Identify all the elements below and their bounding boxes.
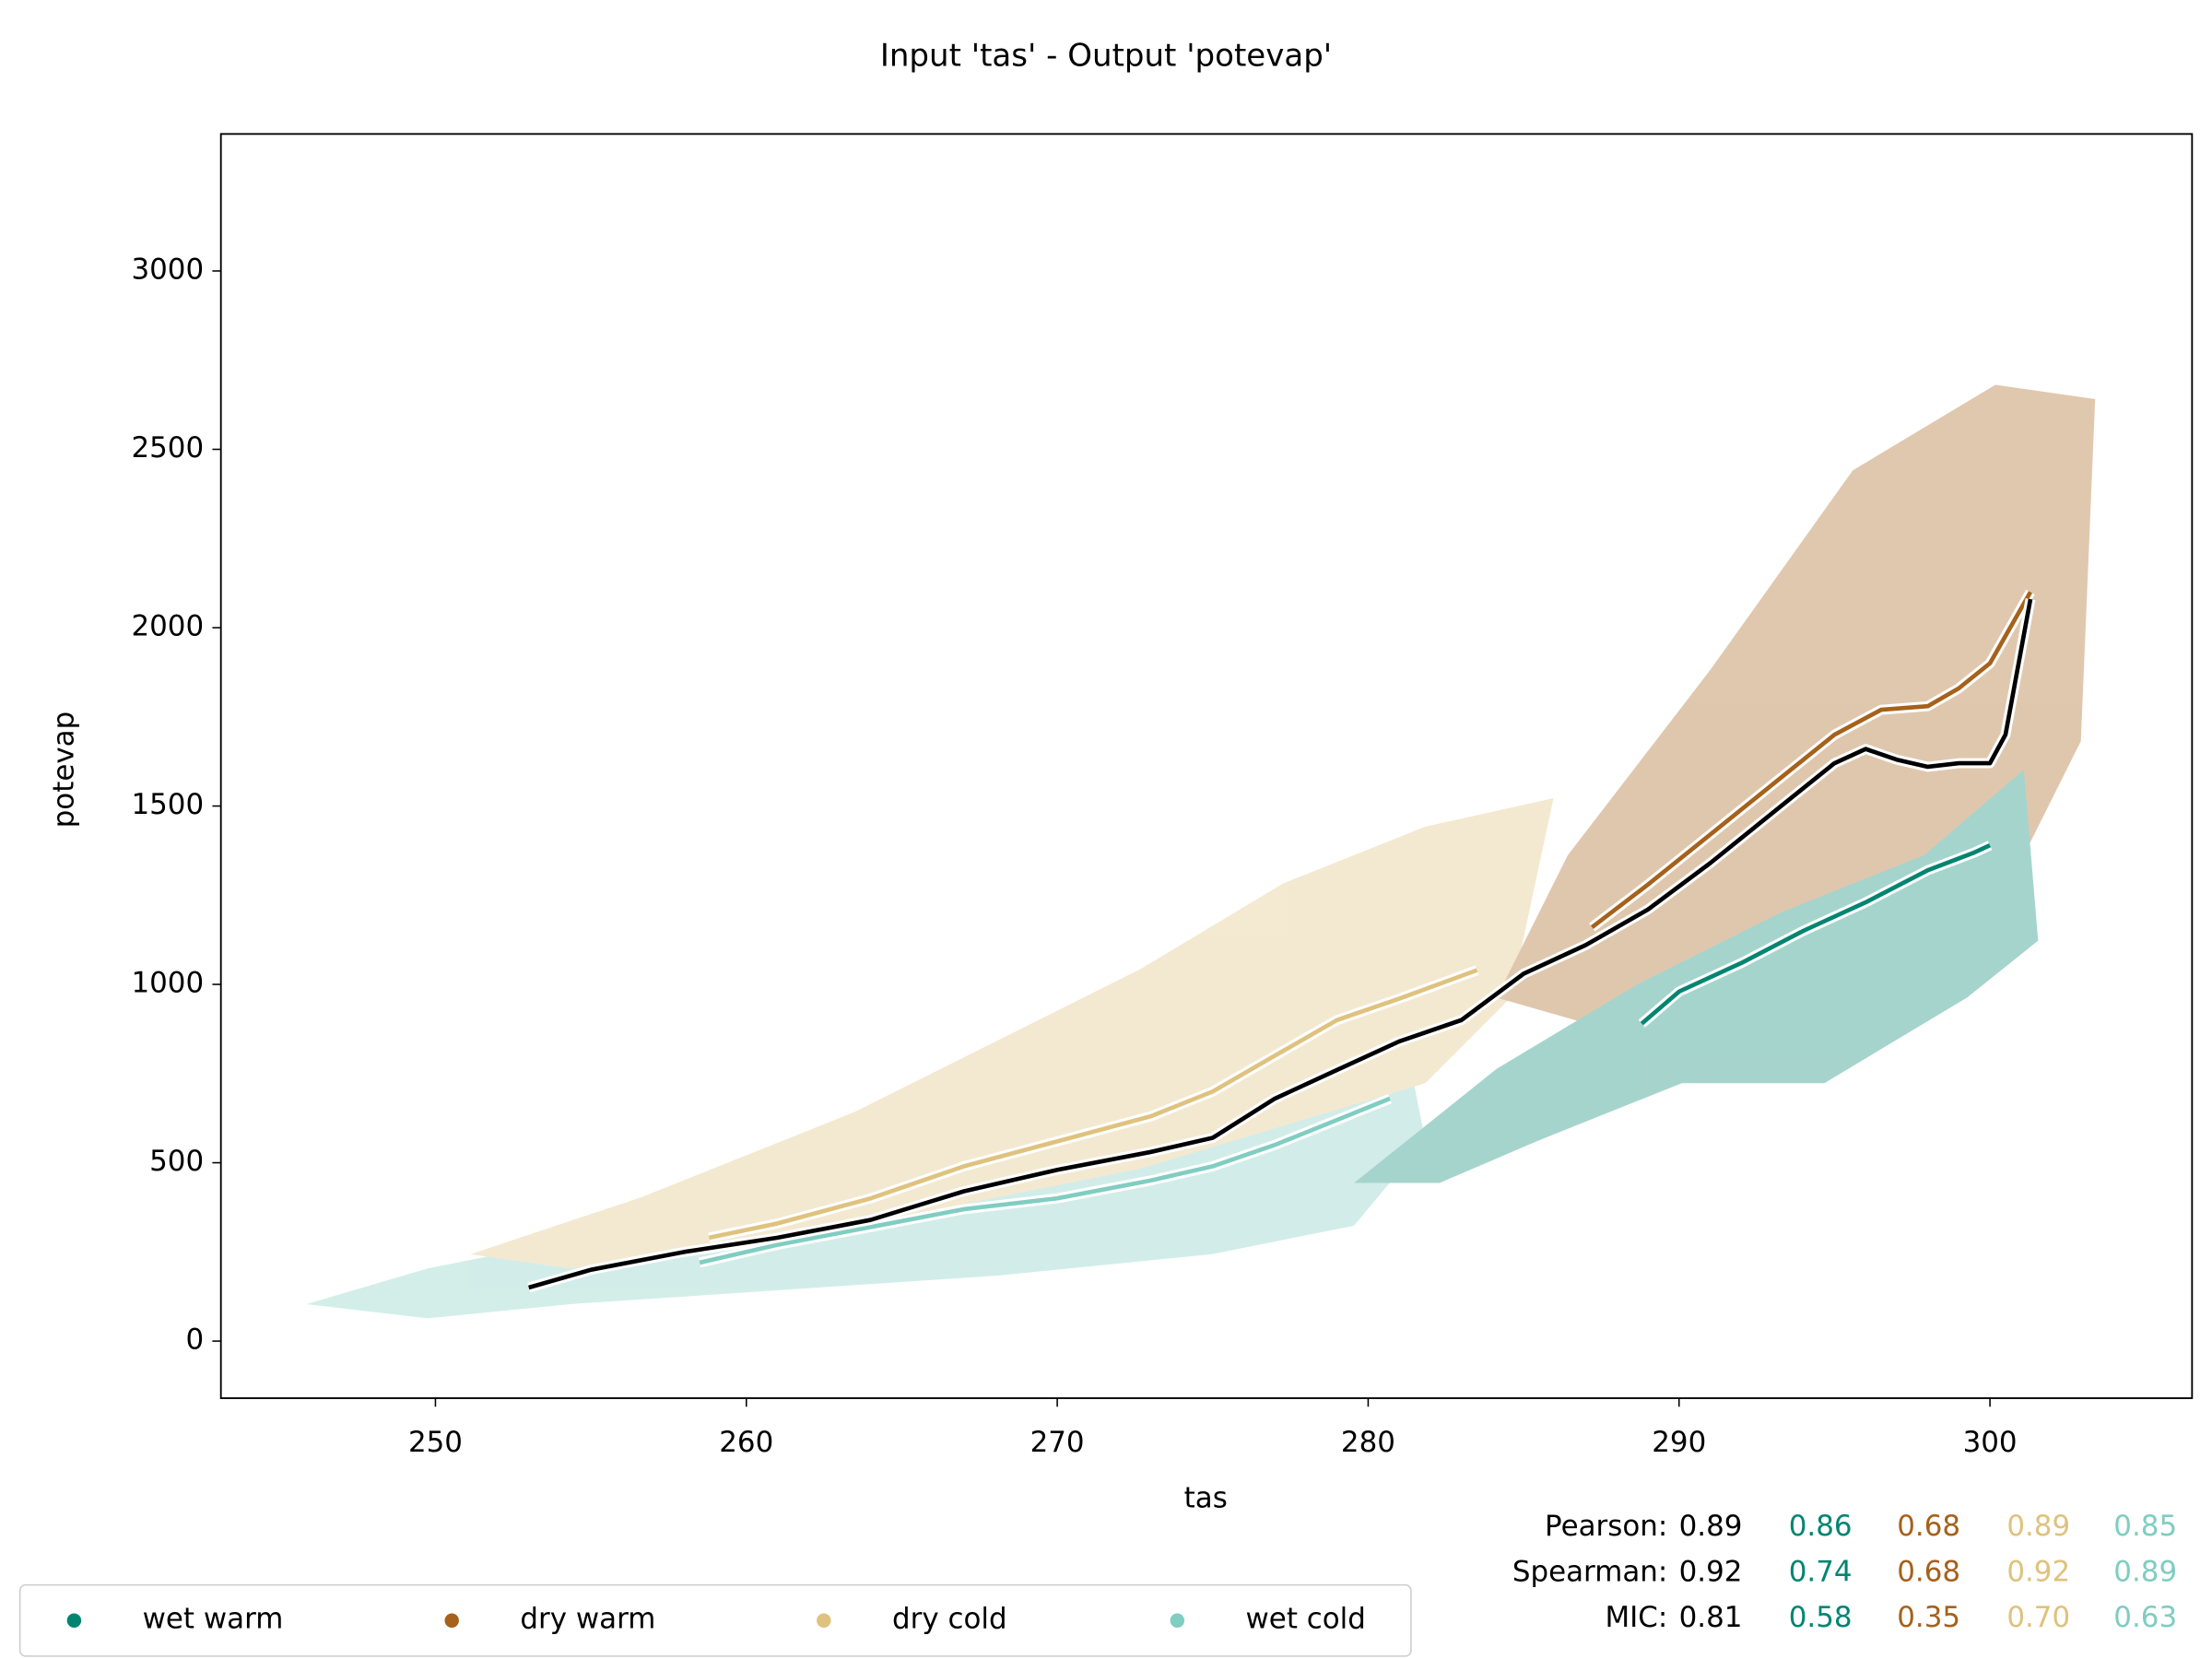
x-tick-label: 290: [1652, 1426, 1706, 1459]
legend-label: wet cold: [1246, 1603, 1366, 1636]
stat-value: 0.92: [1679, 1556, 1743, 1589]
stat-value: 0.74: [1789, 1556, 1853, 1589]
stat-value: 0.81: [1679, 1601, 1743, 1634]
legend-label: dry warm: [520, 1603, 655, 1636]
stat-label: Pearson:: [1545, 1510, 1667, 1543]
y-tick-label: 0: [185, 1324, 204, 1357]
x-tick-label: 280: [1341, 1426, 1395, 1459]
stat-label: MIC:: [1605, 1601, 1667, 1634]
x-axis-label: tas: [1184, 1481, 1228, 1514]
cloud: [1354, 770, 2039, 1183]
line: [699, 1096, 1391, 1265]
cloud: [470, 797, 1554, 1269]
legend-marker: [817, 1613, 831, 1628]
y-tick-label: 1000: [131, 967, 204, 1000]
chart-title: Input 'tas' - Output 'potevap': [880, 37, 1332, 74]
y-axis-label: potevap: [48, 712, 81, 829]
legend-marker: [444, 1613, 459, 1628]
legend-label: wet warm: [143, 1603, 284, 1636]
x-tick-label: 300: [1963, 1426, 2018, 1459]
stat-value: 0.63: [2113, 1601, 2177, 1634]
line: [1640, 843, 1992, 1026]
stat-value: 0.89: [2113, 1556, 2177, 1589]
cloud: [306, 997, 1426, 1319]
stat-label: Spearman:: [1512, 1556, 1667, 1589]
stat-value: 0.85: [2113, 1510, 2177, 1543]
x-tick-label: 250: [408, 1426, 463, 1459]
y-tick-label: 500: [149, 1145, 204, 1178]
legend-marker: [66, 1613, 82, 1628]
stat-value: 0.68: [1897, 1556, 1960, 1589]
plot-frame: [219, 133, 2194, 1399]
legend-marker: [1170, 1613, 1185, 1628]
y-tick-label: 1500: [131, 788, 204, 821]
line: [528, 598, 2033, 1290]
stat-value: 0.89: [2006, 1510, 2070, 1543]
x-tick-label: 260: [719, 1426, 773, 1459]
stat-value: 0.89: [1679, 1510, 1743, 1543]
line: [708, 968, 1478, 1241]
stat-value: 0.70: [2006, 1601, 2070, 1634]
legend-box: [18, 1583, 1412, 1657]
stat-value: 0.35: [1897, 1601, 1960, 1634]
stat-value: 0.92: [2006, 1556, 2070, 1589]
line: [1590, 591, 2033, 929]
y-tick-label: 2500: [131, 431, 204, 465]
y-tick-label: 2000: [131, 610, 204, 643]
stat-value: 0.58: [1789, 1601, 1853, 1634]
x-tick-label: 270: [1030, 1426, 1085, 1459]
legend-label: dry cold: [892, 1603, 1007, 1636]
stat-value: 0.68: [1897, 1510, 1960, 1543]
stat-value: 0.86: [1789, 1510, 1853, 1543]
y-tick-label: 3000: [131, 253, 204, 286]
